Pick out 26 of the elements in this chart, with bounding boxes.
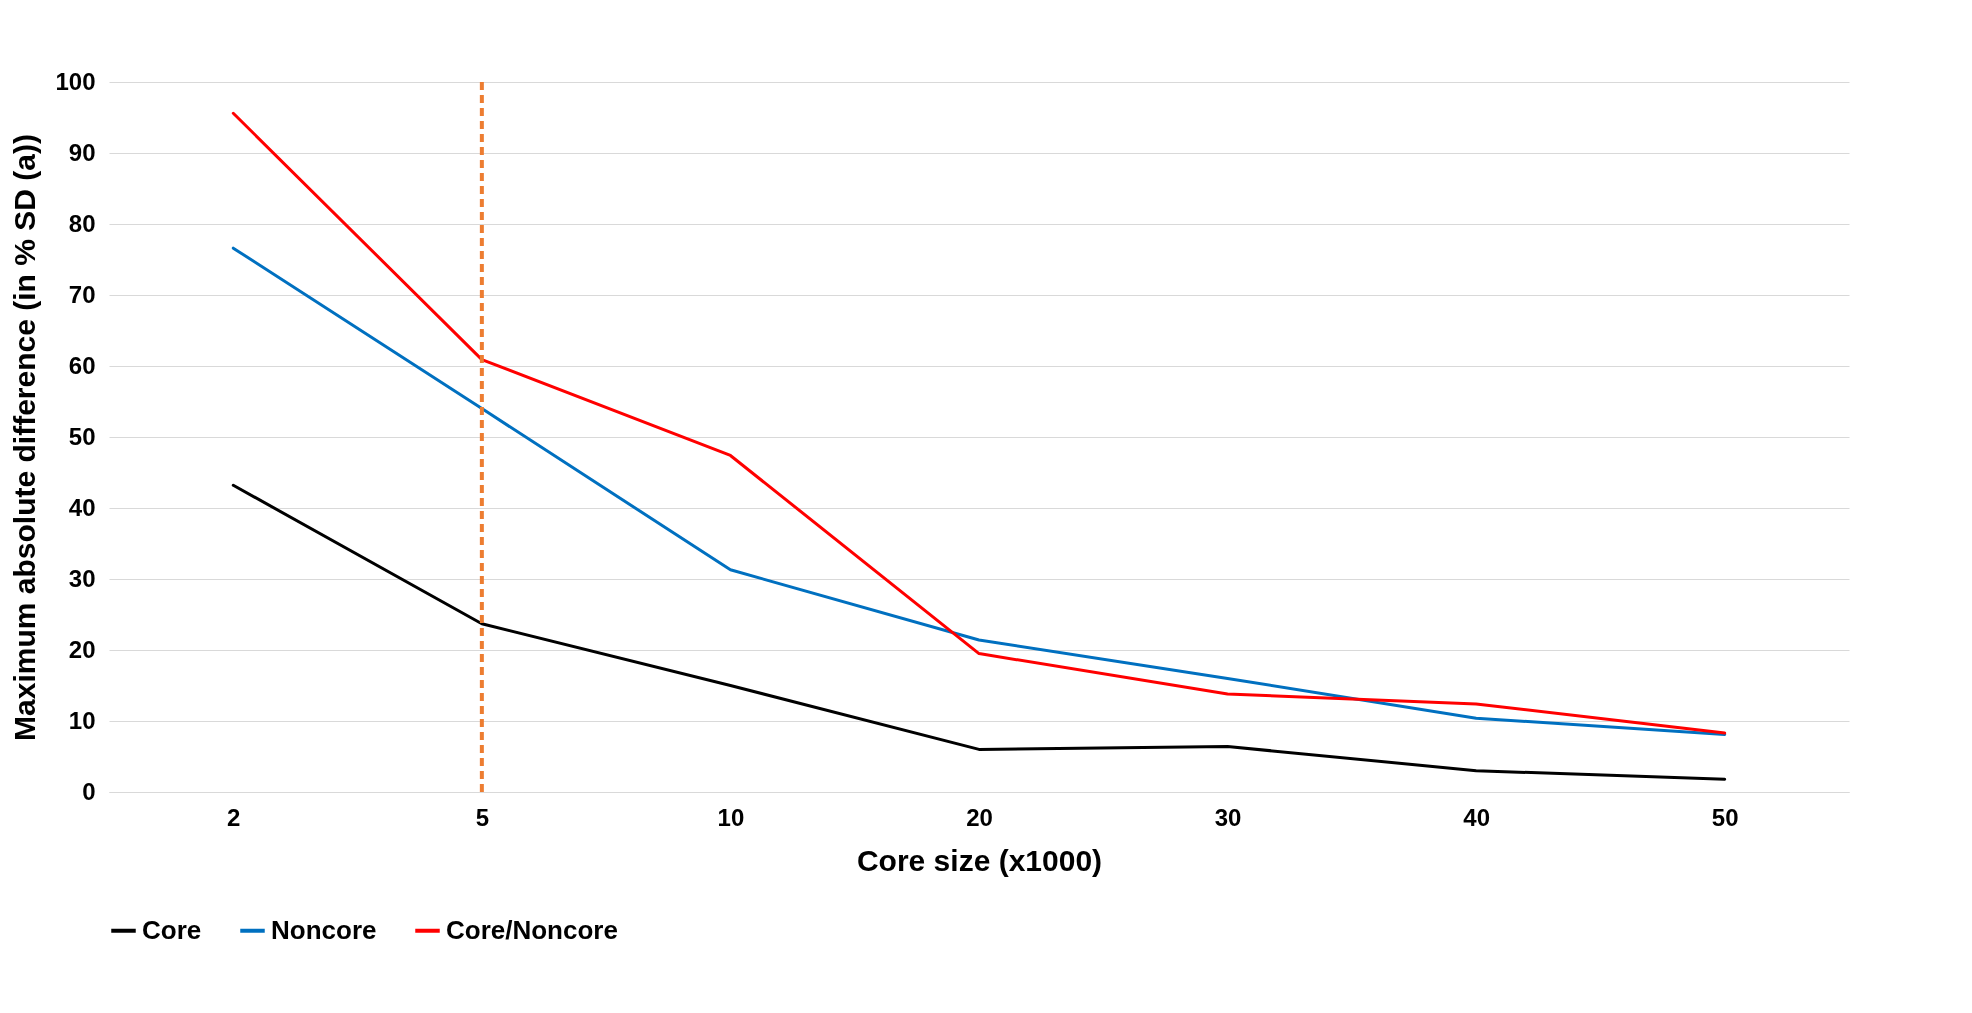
line-series	[231, 483, 1727, 781]
y-tick-label: 10	[68, 706, 96, 734]
x-tick-label: 20	[966, 803, 993, 831]
line-series	[231, 246, 1727, 736]
y-tick-label: 0	[82, 777, 96, 805]
y-tick-label: 80	[68, 209, 96, 237]
x-tick-label: 40	[1463, 803, 1490, 831]
x-tick-label: 50	[1711, 803, 1739, 831]
y-tick-label: 30	[68, 564, 96, 592]
legend-label: Core	[142, 914, 202, 945]
x-tick-label: 10	[717, 803, 745, 831]
y-tick-label: 70	[68, 280, 96, 308]
x-tick-label: 30	[1214, 803, 1242, 831]
y-tick-label: 50	[68, 422, 96, 450]
y-tick-label: 20	[68, 635, 96, 663]
y-axis-title: Maximum absolute difference (in % SD (a))	[8, 134, 42, 741]
legend-label: Noncore	[271, 914, 377, 945]
x-tick-label: 2	[227, 803, 241, 831]
line-series	[231, 111, 1727, 735]
legend-label: Core/Noncore	[446, 914, 618, 945]
y-tick-label: 40	[68, 493, 96, 521]
x-tick-label: 5	[475, 803, 490, 831]
x-axis-title: Core size (x1000)	[856, 843, 1103, 877]
y-tick-label: 100	[55, 67, 96, 95]
y-tick-label: 90	[68, 138, 96, 166]
y-tick-label: 60	[68, 351, 96, 379]
